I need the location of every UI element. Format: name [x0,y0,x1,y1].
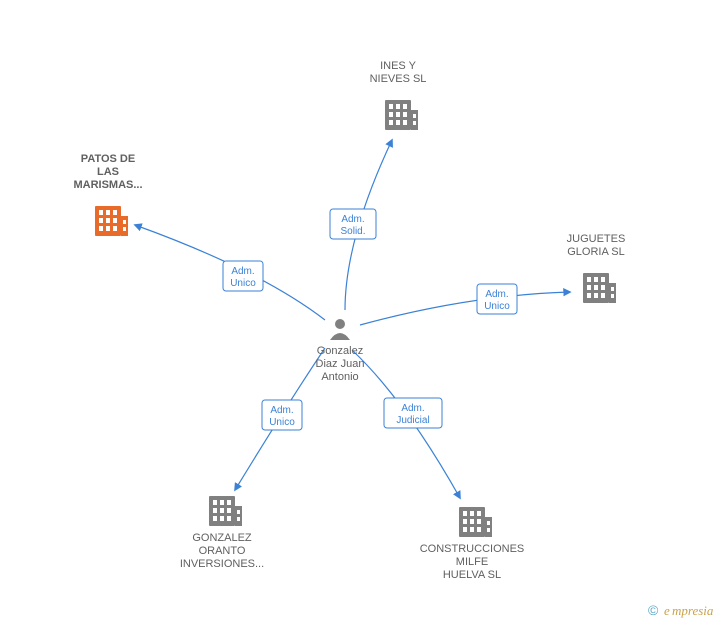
svg-text:Antonio: Antonio [321,371,358,383]
company-label-patos: PATOS DELASMARISMAS... [73,153,142,191]
company-icon-juguetes[interactable] [583,273,616,303]
company-icon-ines[interactable] [385,100,418,130]
company-icon-patos[interactable] [95,206,128,236]
company-label-ines: INES YNIEVES SL [370,60,427,85]
svg-text:ORANTO: ORANTO [199,545,246,557]
svg-text:LAS: LAS [97,166,119,178]
company-icon-construcciones[interactable] [459,507,492,537]
svg-text:Judicial: Judicial [396,415,429,426]
person-icon[interactable] [330,319,350,340]
svg-text:Unico: Unico [484,301,510,312]
company-label-gonzalez_oranto: GONZALEZORANTOINVERSIONES... [180,532,264,570]
svg-text:Gonzalez: Gonzalez [317,345,363,357]
edge-label-patos: Adm.Unico [223,261,263,291]
svg-text:Solid.: Solid. [340,226,365,237]
svg-text:Unico: Unico [230,278,256,289]
svg-text:mpresia: mpresia [672,603,714,618]
svg-text:Adm.: Adm. [341,214,364,225]
edge-label-construcciones: Adm.Judicial [384,398,442,428]
edge-label-gonzalez_oranto: Adm.Unico [262,400,302,430]
svg-text:INES Y: INES Y [380,60,417,72]
svg-text:NIEVES SL: NIEVES SL [370,73,427,85]
svg-text:Adm.: Adm. [270,405,293,416]
svg-text:Adm.: Adm. [231,266,254,277]
svg-text:Unico: Unico [269,417,295,428]
company-label-construcciones: CONSTRUCCIONESMILFEHUELVA SL [420,543,525,581]
company-icon-gonzalez_oranto[interactable] [209,496,242,526]
svg-text:Diaz Juan: Diaz Juan [316,358,365,370]
svg-text:PATOS DE: PATOS DE [81,153,135,165]
svg-text:MILFE: MILFE [456,556,488,568]
person-label: GonzalezDiaz JuanAntonio [316,345,365,383]
company-label-juguetes: JUGUETESGLORIA SL [567,233,626,258]
svg-text:e: e [664,603,670,618]
svg-text:GONZALEZ: GONZALEZ [192,532,252,544]
svg-text:CONSTRUCCIONES: CONSTRUCCIONES [420,543,525,555]
svg-text:Adm.: Adm. [485,289,508,300]
edge-juguetes [360,292,570,325]
svg-text:Adm.: Adm. [401,403,424,414]
credit: © empresia [648,602,714,618]
svg-text:INVERSIONES...: INVERSIONES... [180,558,264,570]
svg-text:HUELVA SL: HUELVA SL [443,569,501,581]
svg-text:MARISMAS...: MARISMAS... [73,179,142,191]
edge-label-juguetes: Adm.Unico [477,284,517,314]
svg-text:©: © [648,602,659,618]
svg-text:JUGUETES: JUGUETES [567,233,626,245]
svg-text:GLORIA SL: GLORIA SL [567,246,624,258]
edge-label-ines: Adm.Solid. [330,209,376,239]
